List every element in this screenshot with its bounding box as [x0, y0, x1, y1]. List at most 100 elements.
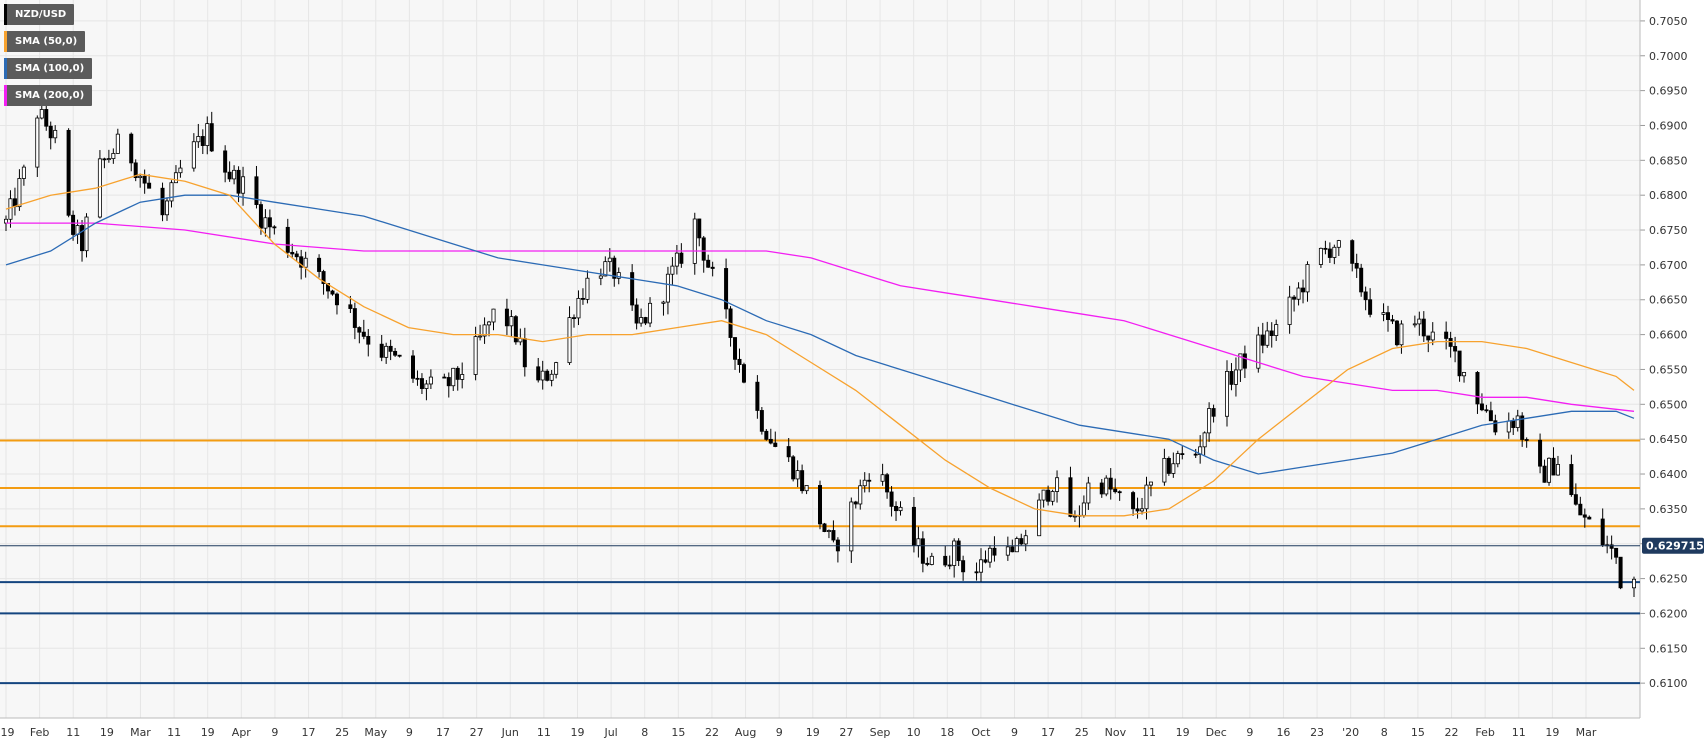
candle-up	[1296, 287, 1301, 300]
candle-down	[299, 256, 304, 268]
candle-down	[129, 133, 134, 164]
x-axis-tick-label: 9	[406, 726, 413, 739]
y-axis-tick-label: 0.6950	[1649, 85, 1688, 98]
legend-item-nzdusd[interactable]: NZD/USD	[4, 4, 75, 25]
candle-up	[1041, 489, 1046, 501]
x-axis-tick-label: 11	[66, 726, 80, 739]
candle-down	[1569, 464, 1574, 496]
candle-down	[536, 366, 541, 381]
candle-down	[80, 225, 85, 252]
legend-item-sma200[interactable]: SMA (200,0)	[4, 85, 93, 106]
candle-up	[1081, 502, 1086, 516]
x-axis-tick-label: May	[364, 726, 387, 739]
candle-down	[1448, 338, 1453, 347]
candle-up	[1412, 323, 1417, 326]
candle-down	[545, 370, 550, 381]
candle-down	[1350, 240, 1355, 264]
candle-down	[1479, 403, 1484, 411]
legend-item-sma50[interactable]: SMA (50,0)	[4, 31, 86, 52]
candle-down	[361, 331, 366, 337]
y-axis-tick-label: 0.6800	[1649, 189, 1688, 202]
candle-up	[567, 317, 572, 364]
x-axis-tick-label: Sep	[870, 726, 891, 739]
candle-down	[1019, 538, 1024, 545]
candle-up	[97, 158, 102, 218]
x-axis-tick-label: 19	[201, 726, 215, 739]
candle-down	[889, 491, 894, 507]
candle-down	[397, 354, 402, 357]
candle-up	[138, 175, 143, 179]
x-axis-tick-label: 8	[1381, 726, 1388, 739]
y-axis-tick-label: 0.6500	[1649, 398, 1688, 411]
candle-up	[1515, 415, 1520, 428]
candle-down	[330, 290, 335, 295]
candle-down	[317, 257, 322, 272]
candle-up	[35, 117, 40, 168]
candle-up	[424, 383, 429, 389]
candle-up	[880, 474, 885, 482]
candle-down	[254, 176, 259, 205]
candle-up	[1287, 296, 1292, 325]
candle-up	[478, 335, 483, 338]
candle-up	[303, 257, 308, 268]
candle-down	[764, 430, 769, 440]
x-axis-tick-label: 19	[806, 726, 820, 739]
y-axis-tick-label: 0.7050	[1649, 15, 1688, 28]
candle-up	[987, 547, 992, 563]
candle-down	[419, 378, 424, 389]
candle-up	[39, 109, 44, 119]
candle-up	[1207, 408, 1212, 434]
x-axis-tick-label: 25	[1075, 726, 1089, 739]
x-axis-tick-label: Aug	[735, 726, 756, 739]
candle-down	[1484, 409, 1489, 412]
candle-up	[1430, 331, 1435, 341]
candle-down	[366, 335, 371, 345]
sma50-line	[5, 173, 1635, 517]
candle-up	[826, 530, 831, 532]
candle-down	[223, 150, 228, 173]
x-axis-tick-label: 22	[1445, 726, 1459, 739]
y-axis-tick-label: 0.6750	[1649, 224, 1688, 237]
candle-down	[1368, 299, 1373, 315]
candle-down	[1421, 318, 1426, 337]
legend-item-sma100[interactable]: SMA (100,0)	[4, 58, 93, 79]
candle-down	[911, 506, 916, 546]
candle-up	[1462, 372, 1467, 377]
y-axis-tick-label: 0.6650	[1649, 294, 1688, 307]
x-axis-tick-label: 27	[470, 726, 484, 739]
x-axis-tick-label: 9	[776, 726, 783, 739]
candle-down	[1323, 247, 1328, 250]
candle-down	[1301, 287, 1306, 293]
candle-up	[639, 317, 644, 324]
candle-up	[21, 166, 26, 179]
candle-down	[1211, 408, 1216, 417]
y-axis-tick-label: 0.6350	[1649, 503, 1688, 516]
candle-up	[1265, 330, 1270, 346]
candle-up	[1225, 371, 1230, 417]
candle-up	[169, 182, 174, 202]
candle-down	[768, 438, 773, 444]
candle-down	[455, 367, 460, 380]
candle-up	[482, 324, 487, 337]
x-axis-tick-label: 10	[907, 726, 921, 739]
legend-label: SMA (100,0)	[15, 63, 85, 74]
x-axis-tick-label: Dec	[1206, 726, 1227, 739]
x-axis-tick-label: 22	[705, 726, 719, 739]
candle-up	[1547, 457, 1552, 483]
candle-down	[1511, 420, 1516, 428]
candle-down	[1117, 491, 1122, 494]
candle-down	[48, 125, 53, 139]
candle-down	[1551, 457, 1556, 476]
candle-up	[106, 158, 111, 160]
candle-up	[916, 538, 921, 546]
candle-down	[701, 237, 706, 261]
x-axis-tick-label: 18	[940, 726, 954, 739]
candle-up	[1632, 578, 1637, 589]
x-axis-tick-label: 19	[570, 726, 584, 739]
candle-down	[1068, 477, 1073, 517]
candle-down	[504, 308, 509, 327]
candle-up	[549, 373, 554, 381]
candle-down	[710, 266, 715, 269]
candle-down	[1099, 482, 1104, 495]
x-axis-tick-label: '19	[0, 726, 15, 739]
